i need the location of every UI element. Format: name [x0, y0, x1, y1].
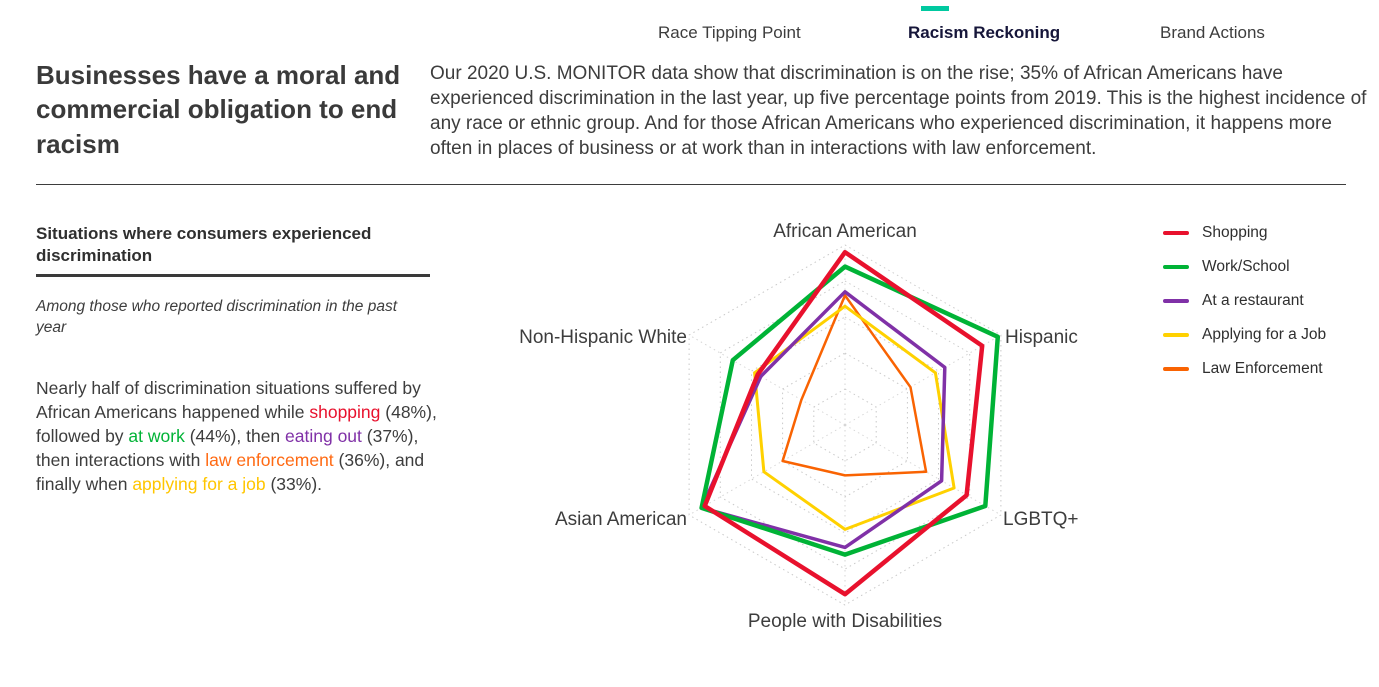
header-divider: [36, 184, 1346, 185]
radar-spoke: [844, 334, 1002, 426]
radar-spoke: [688, 424, 846, 516]
body-text: (48%), followed by: [36, 401, 437, 446]
radar-gridline-ring: [688, 244, 1002, 606]
legend-label: Law Enforcement: [1202, 360, 1323, 377]
section-title-underline: [36, 274, 430, 277]
tab-race-tipping-point[interactable]: Race Tipping Point: [658, 23, 801, 42]
radar-series-at-a-restaurant: [699, 290, 947, 550]
legend-swatch: [1163, 231, 1189, 235]
body-text: Nearly half of discrimination situations…: [36, 378, 421, 422]
legend-item-shopping: Shopping: [1163, 224, 1326, 242]
tab-brand-actions[interactable]: Brand Actions: [1160, 23, 1265, 42]
legend-item-law-enforcement: Law Enforcement: [1163, 360, 1326, 378]
legend-label: Applying for a Job: [1202, 326, 1327, 343]
body-text: (44%), then: [184, 425, 286, 446]
radar-chart: [688, 244, 1002, 606]
radar-axis-label-hispanic: Hispanic: [1005, 327, 1078, 348]
highlight-text: eating out: [285, 425, 362, 446]
radar-series-shopping: [702, 249, 985, 597]
body-text: (33%).: [265, 473, 323, 494]
body-text: (37%), then interactions with: [36, 425, 419, 470]
radar-series-applying-for-a-job: [753, 304, 956, 531]
body-text: (36%), and finally when: [36, 449, 425, 494]
intro-paragraph: Our 2020 U.S. MONITOR data show that dis…: [430, 63, 1367, 160]
legend-label: At a restaurant: [1202, 292, 1304, 309]
radar-chart-area: [555, 205, 1135, 655]
description-text: Nearly half of discrimination situations…: [36, 377, 440, 497]
legend-item-applying-for-a-job: Applying for a Job: [1163, 326, 1326, 344]
tab-racism-reckoning-label: Racism Reckoning: [908, 23, 1061, 42]
radar-axis-label-non-hispanic-white: Non-Hispanic White: [519, 327, 687, 348]
chart-legend: Shopping Work/School At a restaurant Applyi…: [1163, 224, 1326, 378]
legend-swatch: [1163, 367, 1189, 371]
radar-gridline-ring: [782, 352, 908, 498]
legend-swatch: [1163, 299, 1189, 303]
legend-swatch: [1163, 265, 1189, 269]
tab-racism-reckoning[interactable]: Racism Reckoning: [908, 6, 1061, 43]
page-headline: Businesses have a moral and commercial o…: [36, 60, 401, 159]
highlight-text: shopping: [309, 401, 381, 422]
legend-swatch: [1163, 333, 1189, 337]
highlight-text: law enforcement: [205, 449, 334, 470]
highlight-text: applying for a job: [132, 473, 266, 494]
radar-axis-label-african-american: African American: [773, 221, 917, 242]
radar-axis-label-asian-american: Asian American: [554, 509, 687, 530]
legend-label: Work/School: [1202, 258, 1290, 275]
radar-spoke: [844, 424, 1002, 516]
radar-spoke: [688, 334, 846, 426]
section-subtitle: Among those who reported discrimination …: [36, 298, 398, 337]
legend-item-work-school: Work/School: [1163, 258, 1326, 276]
legend-item-at-a-restaurant: At a restaurant: [1163, 292, 1326, 310]
radar-axis-label-people-with-disabilities: People with Disabilities: [747, 611, 943, 632]
radar-axis-label-lgbtq: LGBTQ+: [1003, 509, 1079, 530]
radar-series-work-school: [699, 264, 1001, 557]
radar-series-law-enforcement: [781, 294, 928, 477]
legend-label: Shopping: [1202, 224, 1268, 241]
active-tab-indicator: [921, 6, 949, 11]
section-title: Situations where consumers experienced d…: [36, 224, 372, 266]
highlight-text: at work: [128, 425, 185, 446]
